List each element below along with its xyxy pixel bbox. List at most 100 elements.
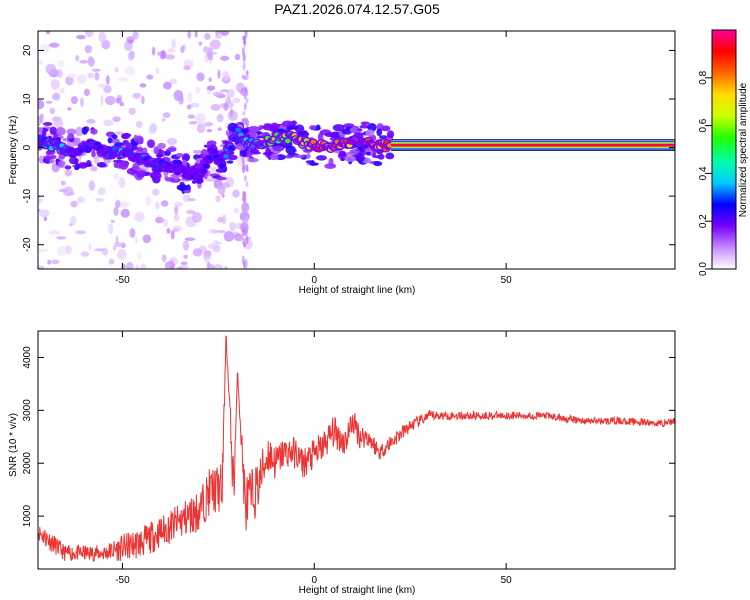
noise-blob [52,92,61,101]
noise-blob [233,208,240,214]
spectrogram-y-ticks: 20 10 0 -10 -20 [22,44,675,252]
ridge-blob [219,163,225,168]
scatter-blob [216,176,228,181]
scatter-blob [200,149,209,157]
noise-blob [212,264,224,269]
noise-blob [125,261,134,269]
noise-blob [173,213,180,222]
scatter-blob [386,130,395,139]
y-tick-label: 1000 [22,505,33,528]
noise-blob [112,245,117,251]
noise-blob [192,149,202,154]
noise-blob [242,164,246,174]
snr-series-line [38,335,675,563]
x-tick-label: 0 [312,275,318,286]
noise-blob [189,61,193,70]
scatter-blob [350,127,359,134]
scatter-blob [365,129,375,137]
scatter-blob [57,160,65,169]
noise-blob [151,188,160,196]
noise-blob [206,128,213,133]
noise-blob [187,31,192,39]
noise-blob [243,241,247,248]
noise-blob [113,206,119,216]
noise-blob [232,97,241,104]
noise-blob [64,169,73,177]
scatter-blob [258,125,264,130]
scatter-blob [136,135,143,145]
noise-blob [244,231,248,237]
scatter-blob [131,144,138,151]
scatter-blob [136,170,146,178]
noise-blob [224,265,228,269]
scatter-blob [344,155,356,162]
scatter-blob [164,150,171,156]
scatter-blob [175,152,184,158]
scatter-blob [332,124,345,132]
noise-blob [83,88,90,97]
noise-blob [243,91,247,100]
scatter-blob [269,153,279,161]
colorbar-tick-label: 0.8 [698,70,709,84]
noise-blob [45,31,51,35]
noise-blob [164,261,175,269]
spectrogram-frame [37,30,676,270]
noise-blob [43,248,48,252]
noise-blob [187,114,196,119]
scatter-blob [118,160,129,170]
spectrogram-panel: -50 0 50 20 10 0 -10 -20 Height of straight li… [8,30,676,296]
spectrogram-y-axis-label: Frequency (Hz) [8,116,19,185]
noise-blob [103,119,114,127]
scatter-blob [203,144,210,148]
scatter-blob [124,142,132,149]
noise-blob [189,102,200,108]
ridge-blob [285,138,291,144]
scatter-blob [306,153,311,159]
snr-y-axis-label: SNR (10 * v/v) [8,413,19,477]
noise-blob [75,126,84,137]
noise-blob [75,230,86,235]
noise-blob [155,217,165,224]
noise-blob [241,208,245,217]
scatter-blob [181,153,191,162]
noise-blob [66,73,78,79]
scatter-blob [132,162,140,171]
noise-blob [38,196,43,204]
y-tick-label: -10 [22,188,33,203]
ridge-blob [196,178,202,183]
noise-blob [203,121,214,127]
noise-blob [243,35,247,45]
noise-blob [70,200,78,208]
ridge-blob [228,146,235,151]
colorbar-tick-label: 0.6 [698,118,709,132]
noise-blob [119,101,125,107]
noise-blob [215,35,223,39]
noise-blob [140,263,147,269]
noise-blob [222,214,227,225]
noise-blob [98,31,107,43]
noise-blob [245,216,249,225]
noise-blob [118,177,126,188]
snr-x-axis-label: Height of straight line (km) [299,585,416,596]
noise-blob [206,85,216,91]
noise-blob [174,205,179,215]
noise-blob [245,97,249,104]
noise-blob [186,104,192,110]
noise-blob [182,240,190,251]
noise-blob [166,227,171,234]
noise-blob [232,189,240,198]
noise-blob [219,31,229,36]
noise-blob [129,227,136,238]
y-tick-label: 2000 [22,452,33,475]
noise-blob [65,245,72,255]
noise-blob [56,236,67,240]
ridge-blob [200,168,206,174]
noise-blob [207,51,214,61]
ridge-blob [223,154,229,159]
scatter-blob [146,139,155,149]
scatter-blob [176,184,189,191]
noise-blob [132,92,142,99]
noise-blob [162,112,171,118]
noise-blob [86,118,96,124]
y-tick-label: 0 [22,144,33,150]
